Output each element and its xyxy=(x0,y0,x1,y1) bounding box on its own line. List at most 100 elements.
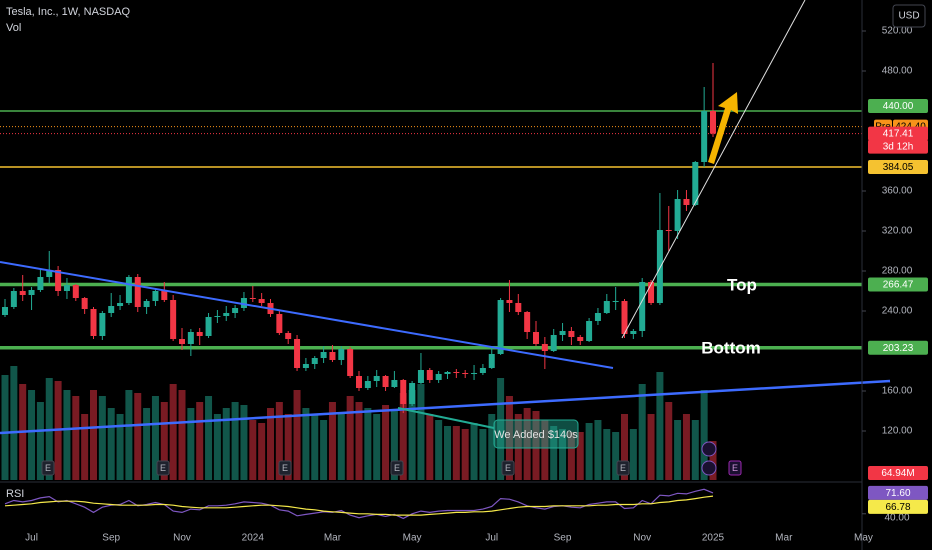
candle-body xyxy=(603,301,610,313)
volume-bar xyxy=(187,408,195,480)
rsi-ma-last-label-box xyxy=(868,499,928,514)
candle-body xyxy=(506,300,513,303)
candle-body xyxy=(46,270,53,277)
volume-bar xyxy=(656,372,664,480)
candle-body xyxy=(533,332,539,344)
candle-body xyxy=(72,285,79,298)
candle-body xyxy=(320,352,327,358)
y-tick-label: 280.00 xyxy=(882,266,913,277)
countdown: 3d 12h xyxy=(883,142,914,153)
candle-body xyxy=(479,368,486,373)
x-tick-label: Jul xyxy=(25,533,38,544)
earnings-label: E xyxy=(282,463,288,473)
earnings-icon xyxy=(156,460,170,476)
x-tick-label: Jul xyxy=(485,533,498,544)
volume-bar xyxy=(125,390,133,480)
candle-body xyxy=(701,111,708,162)
level-label-box xyxy=(868,277,928,292)
volume-bar xyxy=(603,429,611,480)
volume-bar xyxy=(293,390,301,480)
volume-bar xyxy=(470,423,478,480)
x-tick-label: 2025 xyxy=(702,533,725,544)
candle-body xyxy=(161,291,168,300)
volume-bar xyxy=(691,420,699,480)
chart-title: Tesla, Inc., 1W, NASDAQ xyxy=(6,6,131,18)
candle-body xyxy=(249,298,256,299)
volume-bar xyxy=(452,426,460,480)
earnings-icon xyxy=(390,460,404,476)
volume-bar xyxy=(674,420,682,480)
annotation: We Added $140s xyxy=(494,429,578,441)
event-icon xyxy=(701,441,717,457)
candle-body xyxy=(196,332,203,336)
volume-bar xyxy=(550,426,558,480)
candle-body xyxy=(276,314,283,333)
candle-body xyxy=(19,291,26,295)
last-price-label-box xyxy=(868,126,928,141)
volume-bar xyxy=(222,408,230,480)
volume-last-label: 64.94M xyxy=(881,468,914,479)
annotation: Top xyxy=(727,275,757,294)
candle-body xyxy=(187,332,194,344)
volume-bar xyxy=(576,432,584,480)
candle-body xyxy=(710,111,716,134)
volume-bar xyxy=(169,384,177,480)
volume-bar xyxy=(36,402,44,480)
candle-body xyxy=(426,370,433,380)
volume-bar xyxy=(267,408,274,480)
volume-title: Vol xyxy=(6,22,21,34)
trendline xyxy=(0,261,614,369)
level-label-box xyxy=(868,99,928,113)
earnings-label: E xyxy=(505,463,511,473)
volume-bar xyxy=(346,396,354,480)
currency: USD xyxy=(898,11,919,22)
earnings-label: E xyxy=(732,463,738,473)
arrow xyxy=(708,92,738,164)
earnings-label: E xyxy=(394,463,400,473)
volume-bar xyxy=(399,393,407,480)
candle-body xyxy=(302,364,309,368)
candle-body xyxy=(612,301,619,302)
volume-bar xyxy=(10,366,18,480)
trendline xyxy=(0,379,891,435)
volume-bar xyxy=(213,414,221,480)
volume-bar xyxy=(665,402,673,480)
annotation: Bottom xyxy=(701,338,760,357)
volume-bar xyxy=(90,390,97,480)
candle-body xyxy=(550,335,557,351)
candle-body xyxy=(621,301,628,334)
volume-bar xyxy=(337,414,345,480)
y-tick-label: 520.00 xyxy=(882,26,913,37)
rsi-line xyxy=(4,488,714,520)
candle-body xyxy=(143,301,150,307)
candle-body xyxy=(10,291,17,307)
candle-body xyxy=(630,331,637,334)
candle-body xyxy=(373,376,380,381)
y-tick-label: 120.00 xyxy=(882,426,913,437)
volume-bar xyxy=(682,414,690,480)
candle-body xyxy=(665,230,672,231)
level-label: 440.00 xyxy=(883,101,914,112)
earnings-label: E xyxy=(620,463,626,473)
earnings-label: E xyxy=(160,463,166,473)
price-axis: 520.00 480.00 360.00 320.00 280.00 240.00 160.… xyxy=(862,26,928,523)
candle-body xyxy=(462,373,469,374)
candle-body xyxy=(559,331,566,335)
candle-body xyxy=(391,380,398,387)
earnings-icon xyxy=(278,460,292,476)
volume-bar xyxy=(514,414,522,480)
candle-body xyxy=(568,331,575,337)
candle-body xyxy=(311,358,318,364)
volume-bar xyxy=(231,402,239,480)
candle-body xyxy=(541,344,548,351)
volume-bar xyxy=(98,396,106,480)
candle-body xyxy=(347,349,354,376)
rsi-pane xyxy=(4,488,714,520)
rsi-ma-last-label: 66.78 xyxy=(885,502,910,513)
volume-bar xyxy=(505,396,513,480)
candle-body xyxy=(417,370,424,383)
rsi-title: RSI xyxy=(6,488,24,500)
x-tick-label: Mar xyxy=(324,533,342,544)
candle-body xyxy=(435,374,442,380)
event-icon xyxy=(701,460,717,476)
